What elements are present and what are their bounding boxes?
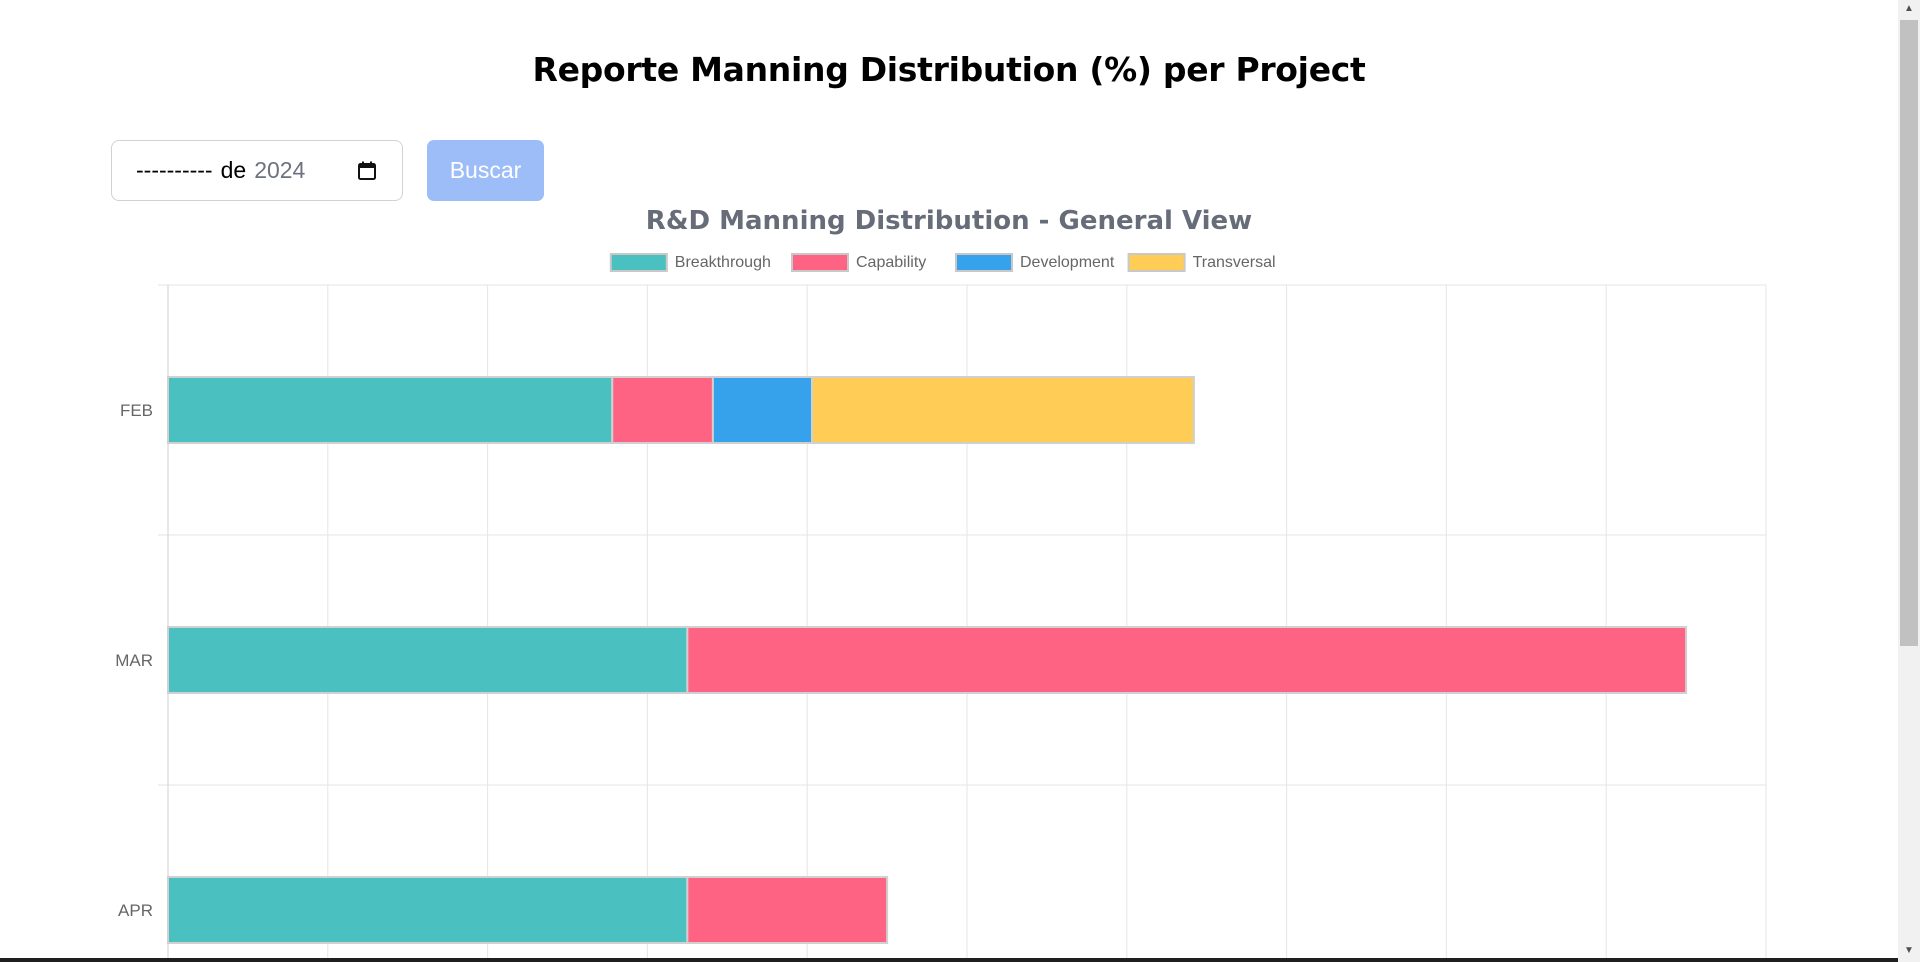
month-year-input[interactable]: ---------- de 2024 (111, 140, 403, 201)
y-tick-label-apr: APR (118, 901, 153, 920)
legend-label-transversal: Transversal (1193, 254, 1276, 271)
chart-title: R&D Manning Distribution - General View (646, 206, 1252, 236)
legend-swatch-capability (791, 253, 849, 272)
bar-transversal-feb (810, 376, 1195, 444)
y-tick-label-mar: MAR (115, 651, 153, 670)
legend-label-capability: Capability (856, 254, 926, 271)
year-value: 2024 (254, 157, 306, 183)
bar-capability-mar (686, 626, 1688, 694)
legend-swatch-development (955, 253, 1013, 272)
scrollbar-thumb[interactable] (1900, 20, 1918, 646)
bar-development-feb (711, 376, 813, 444)
month-placeholder: ---------- (136, 157, 213, 183)
de-label: de (220, 157, 247, 183)
bar-capability-feb (611, 376, 714, 444)
bar-breakthrough-feb (167, 376, 614, 444)
bar-breakthrough-apr (167, 876, 689, 944)
calendar-icon[interactable] (358, 161, 376, 180)
legend-swatch-transversal (1127, 253, 1186, 272)
search-button[interactable]: Buscar (427, 140, 544, 201)
page-title: Reporte Manning Distribution (%) per Pro… (532, 50, 1366, 89)
bar-capability-apr (686, 876, 889, 944)
manning-distribution-chart: R&D Manning Distribution - General View B… (115, 206, 1767, 962)
legend-swatch-breakthrough (609, 253, 668, 272)
scroll-down-arrow-icon[interactable]: ▼ (1904, 945, 1914, 956)
bottom-edge (0, 958, 1898, 962)
legend-label-development: Development (1020, 254, 1115, 271)
y-tick-label-feb: FEB (120, 401, 153, 420)
legend-label-breakthrough: Breakthrough (675, 254, 771, 271)
scroll-up-arrow-icon[interactable]: ▲ (1904, 3, 1914, 14)
bar-breakthrough-mar (167, 626, 689, 694)
